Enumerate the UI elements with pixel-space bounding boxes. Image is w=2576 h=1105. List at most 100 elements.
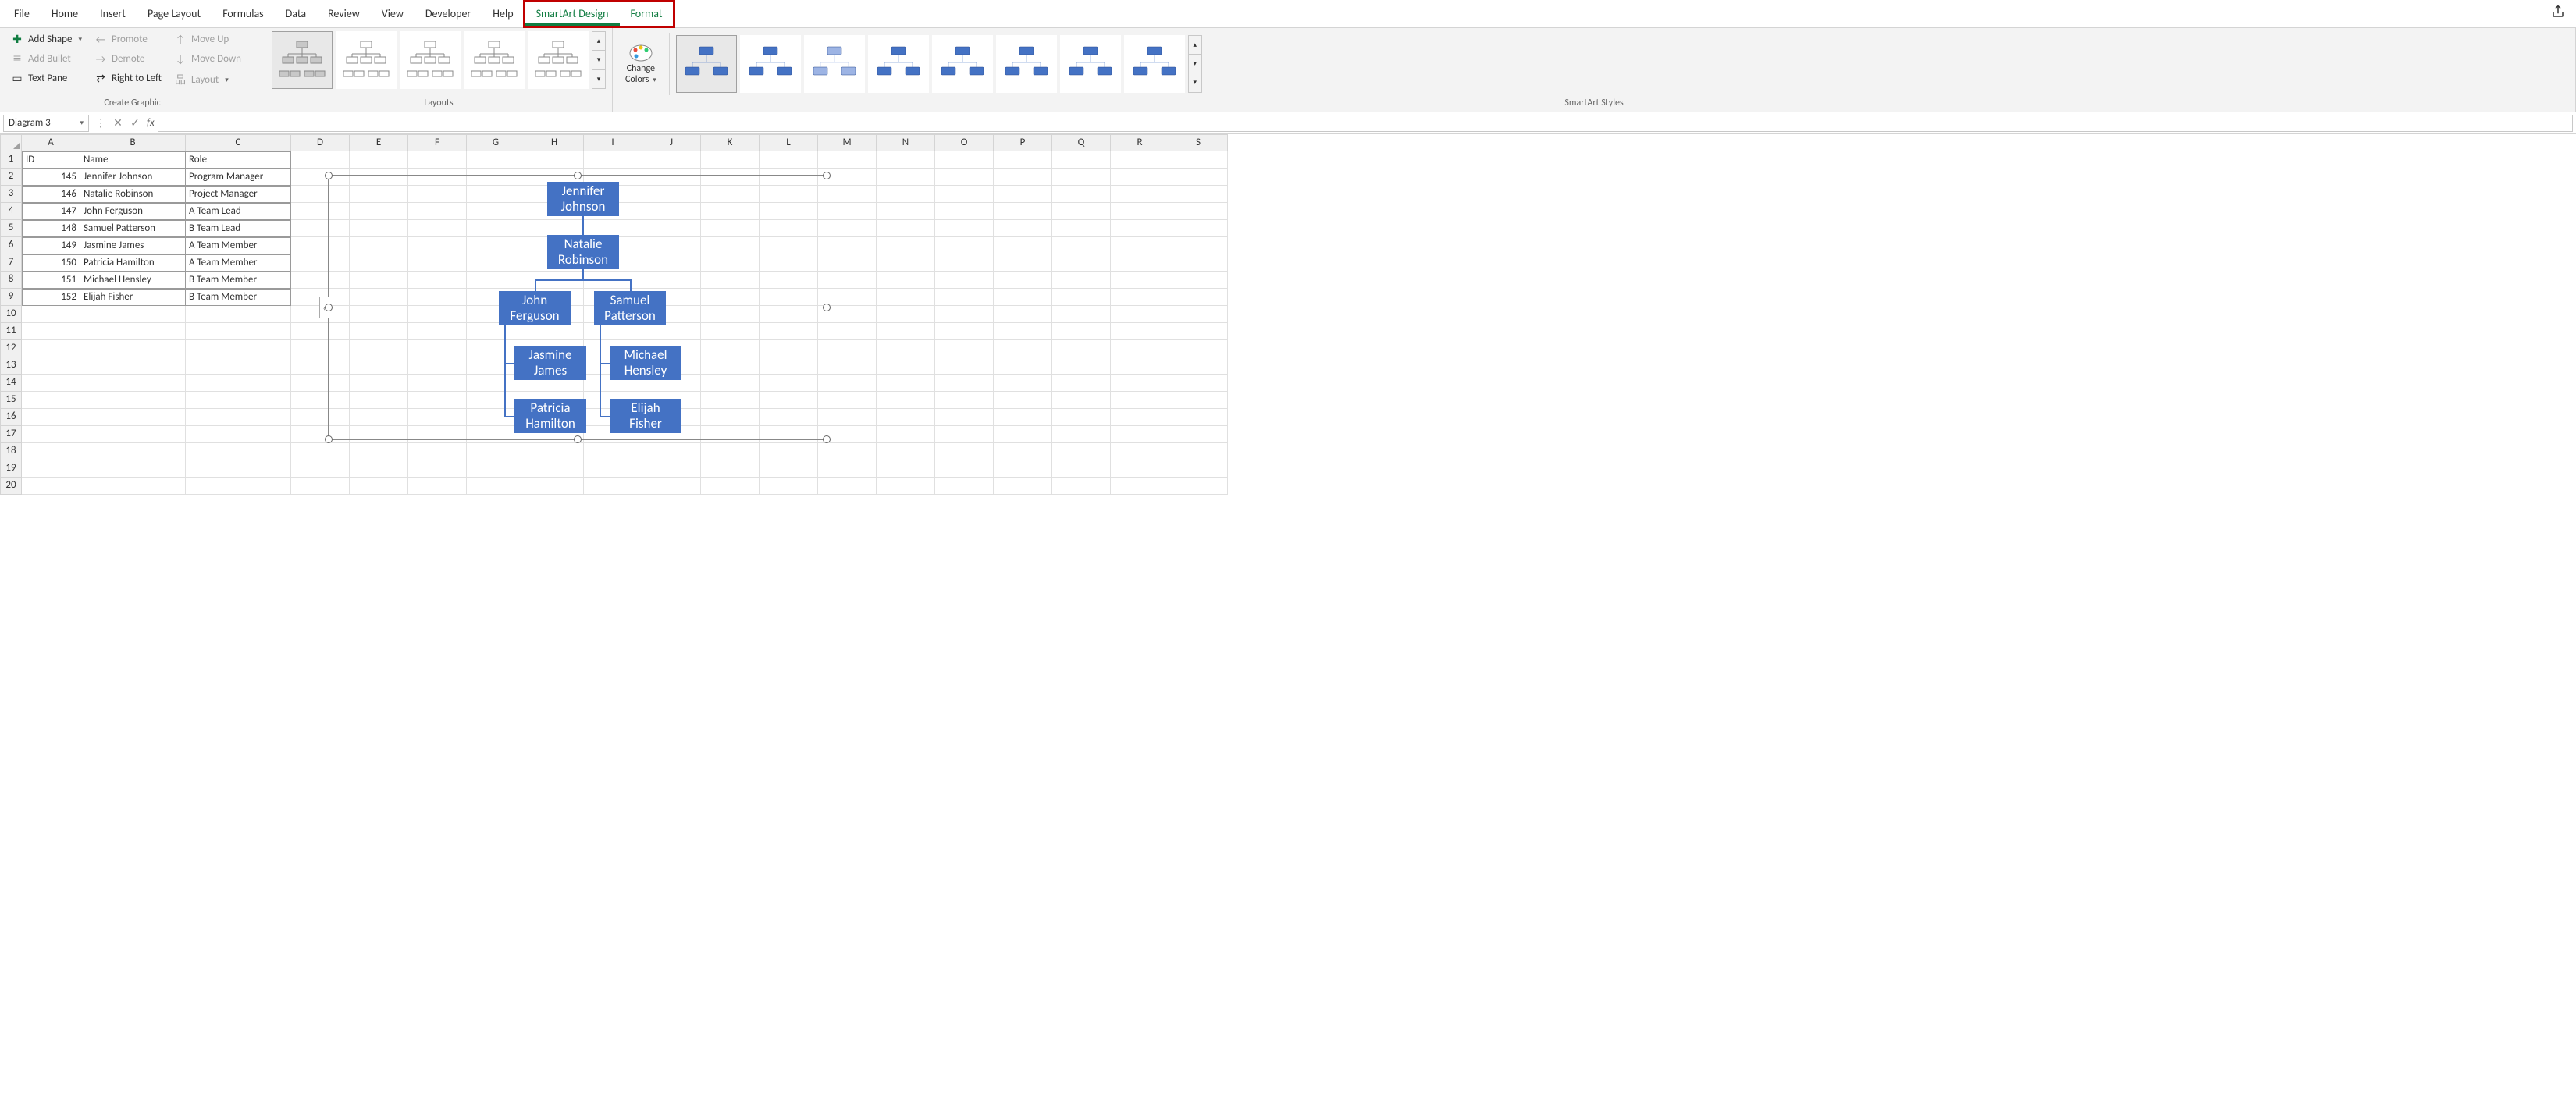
cell[interactable] <box>1111 340 1169 357</box>
resize-handle[interactable] <box>574 435 582 443</box>
layout-thumb[interactable] <box>272 31 333 89</box>
cell[interactable] <box>701 151 760 169</box>
column-header[interactable]: C <box>186 134 291 151</box>
cell[interactable] <box>935 237 994 254</box>
cell[interactable] <box>22 375 80 392</box>
cell[interactable] <box>935 409 994 426</box>
cell[interactable] <box>186 426 291 443</box>
cell[interactable] <box>1052 478 1111 495</box>
cell[interactable] <box>935 375 994 392</box>
cell[interactable] <box>291 443 350 460</box>
column-header[interactable]: J <box>642 134 701 151</box>
cell[interactable] <box>877 340 935 357</box>
row-header[interactable]: 19 <box>0 460 22 478</box>
cell[interactable] <box>994 375 1052 392</box>
cell[interactable] <box>80 443 186 460</box>
tab-review[interactable]: Review <box>317 0 371 28</box>
cell[interactable] <box>994 186 1052 203</box>
cell[interactable] <box>994 169 1052 186</box>
cell[interactable] <box>525 443 584 460</box>
cell[interactable] <box>408 460 467 478</box>
cell[interactable]: Role <box>186 151 291 169</box>
column-header[interactable]: S <box>1169 134 1228 151</box>
cell[interactable] <box>408 478 467 495</box>
cell[interactable] <box>877 426 935 443</box>
column-header[interactable]: O <box>935 134 994 151</box>
cell[interactable] <box>642 151 701 169</box>
tab-view[interactable]: View <box>371 0 415 28</box>
cell[interactable]: 152 <box>22 289 80 306</box>
cell[interactable] <box>1052 186 1111 203</box>
tab-data[interactable]: Data <box>275 0 317 28</box>
cell[interactable]: Patricia Hamilton <box>80 254 186 272</box>
cell[interactable] <box>1052 203 1111 220</box>
cell[interactable] <box>642 478 701 495</box>
cell[interactable] <box>818 443 877 460</box>
cell[interactable] <box>1169 375 1228 392</box>
resize-handle[interactable] <box>325 304 333 311</box>
cell[interactable] <box>22 460 80 478</box>
gallery-scroller[interactable]: ▴▾▾ <box>1188 35 1202 93</box>
cell[interactable] <box>1111 237 1169 254</box>
tab-smartart-design[interactable]: SmartArt Design <box>525 2 620 26</box>
cell[interactable] <box>186 306 291 323</box>
cell[interactable] <box>1052 375 1111 392</box>
cell[interactable] <box>877 460 935 478</box>
cell[interactable] <box>935 443 994 460</box>
cell[interactable]: 145 <box>22 169 80 186</box>
cell[interactable] <box>1052 460 1111 478</box>
row-header[interactable]: 13 <box>0 357 22 375</box>
fx-icon[interactable]: fx <box>147 117 155 129</box>
style-thumb[interactable] <box>996 35 1057 93</box>
gallery-scroller[interactable]: ▴▾▾ <box>592 31 606 89</box>
cell[interactable]: Jasmine James <box>80 237 186 254</box>
cell[interactable] <box>291 478 350 495</box>
cell[interactable] <box>1052 340 1111 357</box>
cell[interactable]: A Team Member <box>186 237 291 254</box>
formula-input[interactable] <box>158 115 2573 132</box>
column-header[interactable]: I <box>584 134 642 151</box>
cell[interactable] <box>1052 169 1111 186</box>
cell[interactable] <box>701 443 760 460</box>
cell[interactable] <box>525 478 584 495</box>
cell[interactable] <box>467 478 525 495</box>
cell[interactable] <box>935 169 994 186</box>
cell[interactable] <box>994 237 1052 254</box>
cell[interactable] <box>22 443 80 460</box>
cell[interactable]: John Ferguson <box>80 203 186 220</box>
cell[interactable] <box>1169 323 1228 340</box>
cell[interactable] <box>1169 357 1228 375</box>
cell[interactable] <box>994 357 1052 375</box>
cell[interactable] <box>80 375 186 392</box>
row-header[interactable]: 9 <box>0 289 22 306</box>
cell[interactable] <box>1111 460 1169 478</box>
cell[interactable] <box>994 220 1052 237</box>
cell[interactable] <box>642 460 701 478</box>
column-header[interactable]: A <box>22 134 80 151</box>
cell[interactable] <box>877 186 935 203</box>
name-box[interactable]: Diagram 3 ▾ <box>3 115 89 132</box>
cell[interactable] <box>1111 220 1169 237</box>
cell[interactable] <box>408 443 467 460</box>
style-thumb[interactable] <box>804 35 865 93</box>
cell[interactable] <box>935 392 994 409</box>
cell[interactable]: 146 <box>22 186 80 203</box>
cell[interactable] <box>877 323 935 340</box>
cell[interactable]: Natalie Robinson <box>80 186 186 203</box>
cell[interactable] <box>1169 289 1228 306</box>
cell[interactable] <box>1111 169 1169 186</box>
cell[interactable] <box>22 323 80 340</box>
cell[interactable] <box>1052 426 1111 443</box>
row-header[interactable]: 12 <box>0 340 22 357</box>
resize-handle[interactable] <box>823 435 831 443</box>
cell[interactable] <box>1111 203 1169 220</box>
cell[interactable] <box>701 478 760 495</box>
chevron-down-icon[interactable]: ▾ <box>80 119 84 127</box>
cell[interactable] <box>935 186 994 203</box>
column-header[interactable]: F <box>408 134 467 151</box>
cell[interactable] <box>935 151 994 169</box>
add-shape-button[interactable]: ✚ Add Shape ▾ <box>6 31 87 48</box>
cell[interactable] <box>994 323 1052 340</box>
cell[interactable] <box>80 323 186 340</box>
cell[interactable] <box>1052 357 1111 375</box>
